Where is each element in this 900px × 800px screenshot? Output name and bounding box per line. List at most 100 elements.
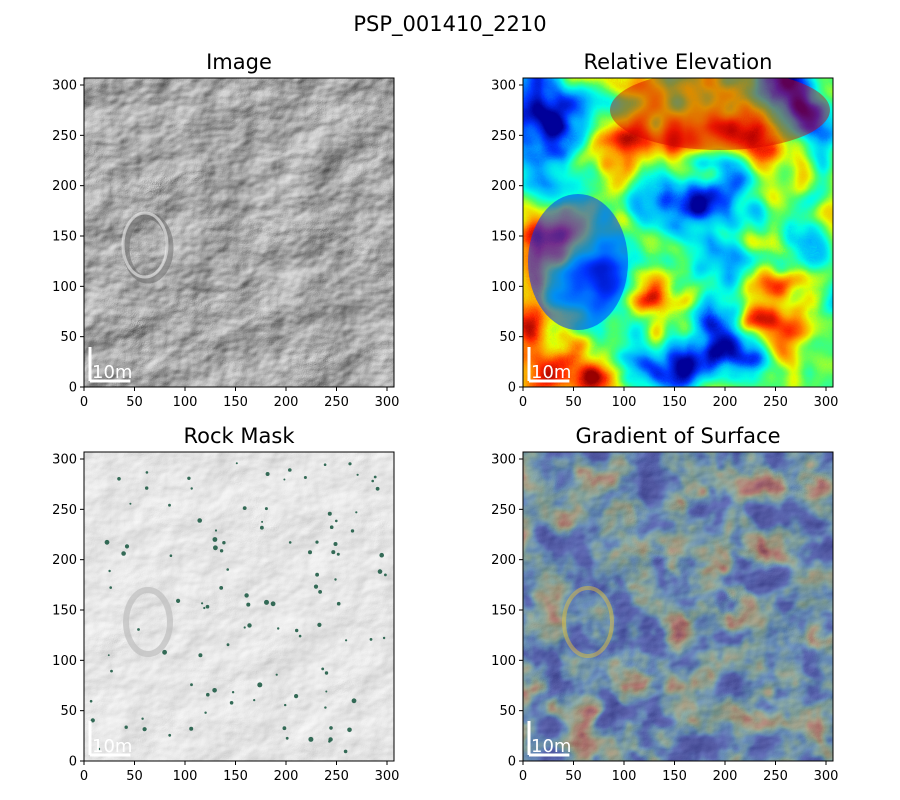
x-tick-label: 100: [173, 395, 198, 410]
rock-marker: [235, 462, 238, 465]
x-tick-label: 200: [274, 769, 299, 784]
rock-marker: [348, 462, 352, 466]
rock-marker: [270, 601, 276, 607]
rock-marker: [168, 733, 172, 737]
rock-marker: [343, 749, 348, 754]
rock-marker: [329, 726, 333, 730]
x-tick-label: 100: [173, 769, 198, 784]
panel-title-gradient-of-surface: Gradient of Surface: [576, 424, 781, 448]
axes-frame: [83, 77, 395, 388]
x-tick-label: 50: [565, 395, 582, 410]
rock-marker: [197, 518, 202, 523]
x-tick-label: 0: [80, 395, 88, 410]
rock-marker: [331, 550, 336, 555]
x-tick-label: 300: [814, 395, 839, 410]
rock-marker: [264, 507, 268, 511]
x-tick-label: 250: [324, 395, 349, 410]
rock-marker: [324, 706, 327, 709]
rock-marker: [109, 586, 112, 589]
axes-ticks: 0 50 100 150 200 250 300 0 50 100 150 200 250 300: [491, 453, 838, 785]
rock-marker: [288, 468, 292, 472]
rock-marker: [212, 537, 218, 542]
x-tick-label: 50: [126, 769, 143, 784]
y-tick-label: 300: [52, 79, 77, 94]
rock-marker: [327, 511, 332, 516]
rock-marker: [162, 649, 168, 655]
rock-marker: [379, 552, 385, 558]
rock-marker: [288, 541, 292, 544]
rock-marker: [335, 519, 338, 523]
rock-marker: [187, 476, 191, 480]
axes-ticks: 0 50 100 150 200 250 300 0 50 100 150 200 250 300: [52, 453, 399, 785]
y-tick-label: 50: [60, 704, 77, 719]
rock-marker: [336, 601, 341, 606]
x-tick-label: 100: [612, 395, 637, 410]
rock-marker: [257, 682, 263, 688]
rock-marker: [329, 525, 334, 529]
axes-frame: [522, 451, 834, 762]
y-tick-label: 0: [69, 381, 77, 396]
axes-frame: [83, 451, 395, 762]
y-tick-label: 100: [491, 280, 516, 295]
rock-marker: [277, 627, 280, 630]
axes-ticks: 0 50 100 150 200 250 300 0 50 100 150 200 250 300: [491, 79, 838, 411]
scale-bar: 10m: [88, 721, 132, 757]
rock-marker: [204, 711, 207, 714]
rock-marker: [108, 569, 111, 573]
y-tick-label: 50: [60, 330, 77, 345]
y-tick-label: 0: [508, 381, 516, 396]
y-tick-label: 250: [52, 129, 77, 144]
x-tick-label: 300: [814, 769, 839, 784]
low-elevation-region: [528, 194, 628, 330]
rock-marker: [107, 654, 110, 657]
y-tick-label: 150: [491, 230, 516, 245]
rock-marker: [145, 471, 149, 474]
rock-marker: [356, 473, 359, 476]
high-elevation-region: [610, 78, 830, 150]
rock-marker: [295, 628, 299, 633]
y-tick-label: 250: [52, 503, 77, 518]
rock-marker: [282, 726, 287, 731]
panel-title-relative-elevation: Relative Elevation: [584, 50, 773, 74]
rock-marker: [253, 699, 256, 702]
rock-markers: [89, 462, 387, 754]
rock-marker: [190, 487, 193, 490]
rock-marker: [212, 688, 217, 693]
rock-marker: [97, 747, 101, 751]
scale-bar-label: 10m: [531, 736, 571, 757]
rock-marker: [375, 486, 380, 491]
scale-bar: 10m: [88, 347, 132, 383]
rock-marker: [323, 463, 327, 467]
x-tick-label: 50: [126, 395, 143, 410]
x-tick-label: 0: [519, 395, 527, 410]
rock-marker: [214, 529, 218, 532]
rock-marker: [121, 551, 126, 556]
rock-marker: [206, 692, 210, 697]
x-tick-label: 200: [713, 395, 738, 410]
y-tick-label: 150: [491, 604, 516, 619]
y-tick-label: 100: [52, 280, 77, 295]
rock-marker: [198, 653, 203, 658]
rock-marker: [336, 552, 340, 556]
rock-marker: [260, 525, 264, 530]
rock-marker: [246, 602, 251, 607]
rock-marker: [129, 502, 132, 505]
y-tick-label: 200: [491, 553, 516, 568]
y-tick-label: 250: [491, 129, 516, 144]
rock-marker: [315, 572, 319, 577]
x-tick-label: 150: [662, 395, 687, 410]
y-tick-label: 300: [52, 453, 77, 468]
rock-marker: [110, 669, 113, 673]
hillshade-image: [84, 78, 394, 387]
blue-tint: [523, 452, 833, 761]
rock-marker: [244, 593, 249, 598]
scale-bar-label: 10m: [92, 362, 132, 383]
rock-marker: [303, 476, 307, 479]
rock-marker: [351, 698, 357, 704]
panel-image: Image 0 50 100 150 200 250 300 0 50 100 150 200 250 3…: [52, 50, 399, 410]
rock-marker: [284, 703, 287, 707]
rock-marker: [333, 542, 338, 546]
gradient-overlay: [523, 452, 833, 761]
axes-ticks: 0 50 100 150 200 250 300 0 50 100 150 200 250 300: [52, 79, 399, 411]
